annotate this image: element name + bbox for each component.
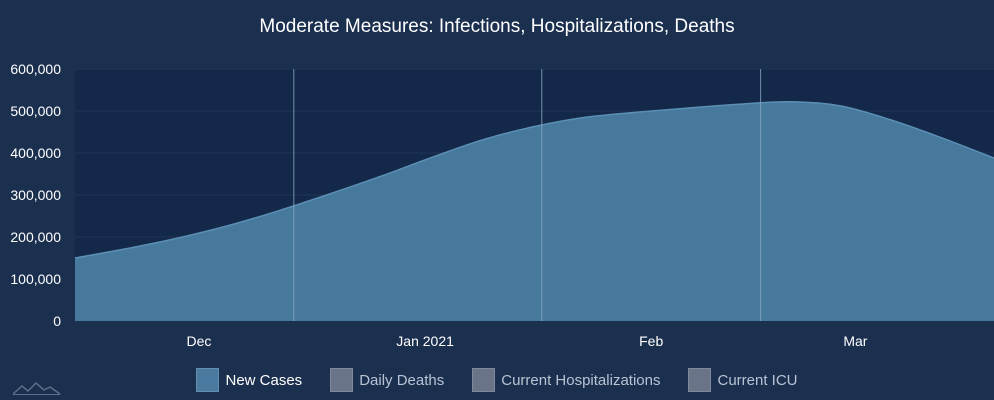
y-tick-label: 400,000 <box>10 145 61 161</box>
y-tick-label: 0 <box>53 313 61 329</box>
legend-item-current-hospitalizations[interactable]: Current Hospitalizations <box>472 368 660 392</box>
legend-item-new-cases[interactable]: New Cases <box>196 368 302 392</box>
legend-label: New Cases <box>225 371 303 389</box>
y-tick-label: 100,000 <box>10 271 61 287</box>
x-tick-label: Feb <box>639 333 663 349</box>
legend-swatch <box>330 368 354 392</box>
legend-label: Daily Deaths <box>359 371 445 389</box>
series-area <box>74 100 994 321</box>
mountain-logo-icon <box>12 381 61 395</box>
legend-item-current-icu[interactable]: Current ICU <box>688 368 798 392</box>
legend-label: Current ICU <box>717 371 798 389</box>
y-axis: 0 100,000 200,000 300,000 400,000 500,000 600,… <box>10 61 61 329</box>
y-tick-label: 600,000 <box>10 61 61 77</box>
legend-item-daily-deaths[interactable]: Daily Deaths <box>330 368 444 392</box>
y-tick-label: 200,000 <box>10 229 61 245</box>
event-lines <box>293 69 762 321</box>
legend-swatch <box>472 368 496 392</box>
y-tick-label: 500,000 <box>10 103 61 119</box>
legend-label: Current Hospitalizations <box>501 371 661 389</box>
chart-title: Moderate Measures: Infections, Hospitali… <box>259 16 734 37</box>
x-tick-label: Mar <box>843 333 867 349</box>
new-cases-area <box>75 101 994 321</box>
legend-swatch <box>196 368 220 392</box>
legend-swatch <box>688 368 712 392</box>
x-axis: Dec Jan 2021 Feb Mar <box>187 333 868 349</box>
y-tick-label: 300,000 <box>10 187 61 203</box>
legend: New Cases Daily Deaths Current Hospitali… <box>0 366 994 394</box>
x-tick-label: Jan 2021 <box>396 333 454 349</box>
x-tick-label: Dec <box>187 333 212 349</box>
